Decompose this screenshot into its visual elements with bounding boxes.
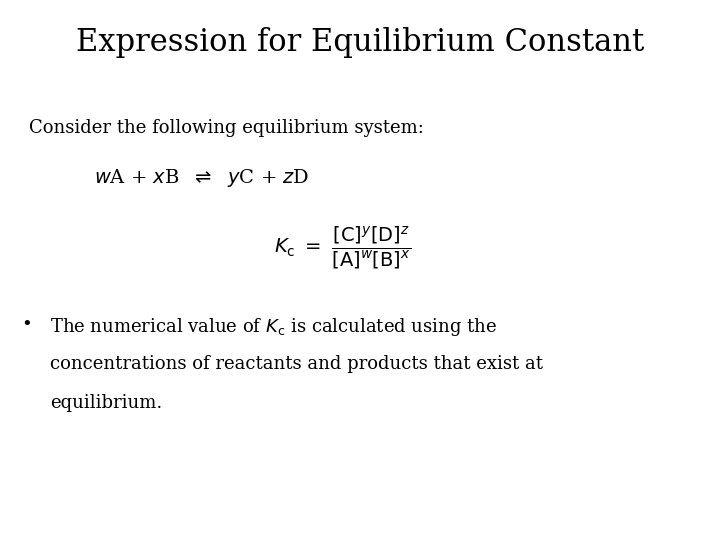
- Text: •: •: [22, 316, 32, 334]
- Text: Expression for Equilibrium Constant: Expression for Equilibrium Constant: [76, 27, 644, 58]
- Text: $K_\mathrm{c}\ =\ \dfrac{[\mathrm{C}]^y[\mathrm{D}]^z}{[\mathrm{A}]^w[\mathrm{B}: $K_\mathrm{c}\ =\ \dfrac{[\mathrm{C}]^y[…: [274, 224, 411, 271]
- Text: concentrations of reactants and products that exist at: concentrations of reactants and products…: [50, 355, 544, 373]
- Text: equilibrium.: equilibrium.: [50, 394, 163, 411]
- Text: Consider the following equilibrium system:: Consider the following equilibrium syste…: [29, 119, 423, 137]
- Text: $w$A + $x$B  $\rightleftharpoons$  $y$C + $z$D: $w$A + $x$B $\rightleftharpoons$ $y$C + …: [94, 167, 309, 190]
- Text: The numerical value of $K_\mathrm{c}$ is calculated using the: The numerical value of $K_\mathrm{c}$ is…: [50, 316, 498, 338]
